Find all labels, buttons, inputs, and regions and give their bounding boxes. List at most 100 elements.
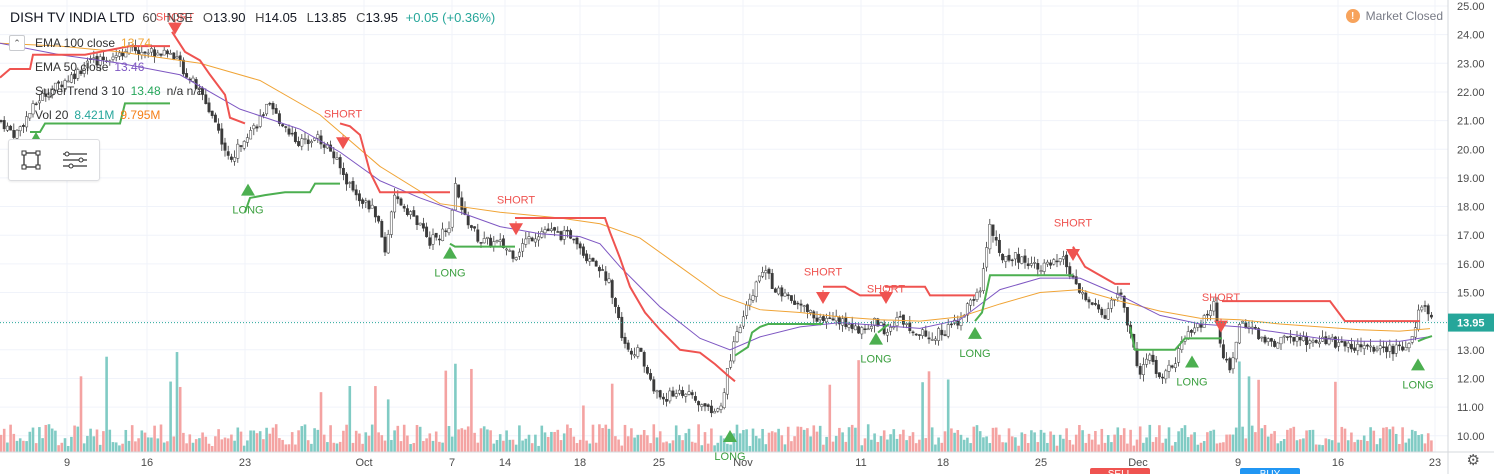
candle-body: [345, 173, 349, 185]
volume-bar: [130, 425, 134, 452]
volume-bar: [681, 440, 684, 452]
candle-body: [15, 129, 19, 139]
supertrend-long-segment: [449, 242, 515, 248]
supertrend-long-segment: [1417, 335, 1433, 343]
volume-bar: [1183, 425, 1187, 452]
volume-bar: [575, 443, 579, 452]
volume-bar: [1017, 445, 1020, 452]
volume-bar: [162, 442, 166, 452]
time-axis[interactable]: 9 16 23 Oct 7 14 18 25 Nov 11 18 25 Dec 9 16 23 SELL BUY: [64, 457, 1441, 474]
study-ema50[interactable]: EMA 50 close 13.46: [9, 55, 209, 79]
candle-body: [735, 331, 739, 343]
candle-body: [460, 197, 464, 210]
study-supertrend[interactable]: SuperTrend 3 10 13.48 n/a n/a: [9, 79, 209, 103]
candle-body: [143, 51, 147, 54]
candle-body: [783, 292, 787, 297]
volume-bar: [169, 381, 172, 452]
volume-bar: [1036, 442, 1040, 452]
candle-body: [0, 120, 3, 122]
volume-bar: [863, 438, 867, 452]
volume-bar: [278, 438, 281, 452]
volume-bar: [338, 441, 342, 452]
short-signal-label: SHORT: [324, 109, 363, 121]
volume-bar: [1196, 444, 1200, 452]
volume-bar: [489, 430, 492, 452]
volume-bar: [1087, 433, 1091, 452]
study-name: EMA 100 close: [35, 36, 116, 50]
candle-body: [1346, 342, 1350, 348]
volume-bar: [57, 445, 60, 452]
candle-body: [908, 322, 912, 331]
interval[interactable]: 60: [142, 10, 157, 25]
candle-body: [901, 314, 905, 325]
candle-body: [425, 226, 429, 238]
volume-bar: [1026, 442, 1030, 452]
supertrend-short-segment: [823, 285, 882, 297]
candle-body: [226, 151, 230, 156]
candle-body: [1221, 344, 1225, 359]
volume-bar: [556, 429, 560, 452]
candle-body: [527, 236, 531, 240]
candle-body: [34, 103, 38, 106]
rectangle-select-icon[interactable]: [9, 141, 53, 179]
candle-body: [204, 94, 208, 104]
volume-bar: [866, 424, 870, 452]
volume-bar: [1311, 429, 1315, 452]
volume-bar: [633, 437, 636, 452]
volume-bar: [809, 436, 812, 452]
study-volume[interactable]: Vol 20 8.421M 9.795M: [9, 103, 209, 127]
gear-icon[interactable]: ⚙: [1466, 452, 1480, 469]
candle-body: [386, 234, 390, 254]
candle-body: [738, 327, 742, 334]
ema100-line: [0, 42, 1431, 332]
volume-bar: [326, 442, 329, 452]
volume-bar: [73, 425, 76, 452]
volume-bar: [1266, 436, 1270, 452]
candle-body: [124, 51, 128, 58]
volume-bar: [1020, 432, 1024, 452]
candle-body: [1305, 335, 1309, 346]
candle-body: [1173, 363, 1177, 368]
volume-bar: [1366, 441, 1369, 452]
volume-bar: [758, 438, 761, 452]
market-status[interactable]: ! Market Closed: [1345, 9, 1443, 23]
candle-body: [213, 114, 217, 123]
candle-body: [1013, 252, 1017, 260]
volume-bar: [959, 434, 963, 452]
volume-bar: [703, 432, 707, 452]
candle-body: [76, 69, 80, 79]
study-name: EMA 50 close: [35, 60, 109, 74]
candle-body: [229, 156, 233, 160]
candle-body: [745, 304, 749, 316]
candle-body: [1273, 340, 1277, 347]
long-signal-label: LONG: [860, 354, 891, 366]
price-tick-label: 23.00: [1457, 58, 1485, 70]
candle-body: [1308, 340, 1312, 344]
volume-bar: [79, 376, 83, 452]
sell-button-label: SELL: [1108, 469, 1133, 474]
volume-bar: [486, 429, 489, 452]
candle-body: [223, 142, 227, 151]
study-ema100[interactable]: ⌃ EMA 100 close 13.74: [9, 31, 209, 55]
candle-body: [53, 82, 57, 91]
volume-bar: [1330, 440, 1334, 452]
object-tree-icon[interactable]: [53, 141, 97, 179]
candle-body: [242, 141, 246, 149]
volume-bar: [470, 368, 473, 452]
symbol-name[interactable]: DISH TV INDIA LTD: [10, 9, 135, 25]
candle-body: [1349, 343, 1353, 350]
volume-bar: [818, 425, 822, 452]
volume-bar: [790, 441, 793, 452]
volume-bar: [175, 352, 179, 452]
collapse-chevron-icon[interactable]: ⌃: [9, 35, 25, 51]
candle-body: [329, 144, 333, 152]
candle-body: [412, 210, 416, 217]
supertrend-short-segment: [171, 31, 246, 125]
candle-body: [757, 275, 761, 282]
volume-bar: [1305, 430, 1308, 452]
candle-body: [479, 242, 483, 244]
supertrend-short-segment: [1222, 300, 1420, 323]
